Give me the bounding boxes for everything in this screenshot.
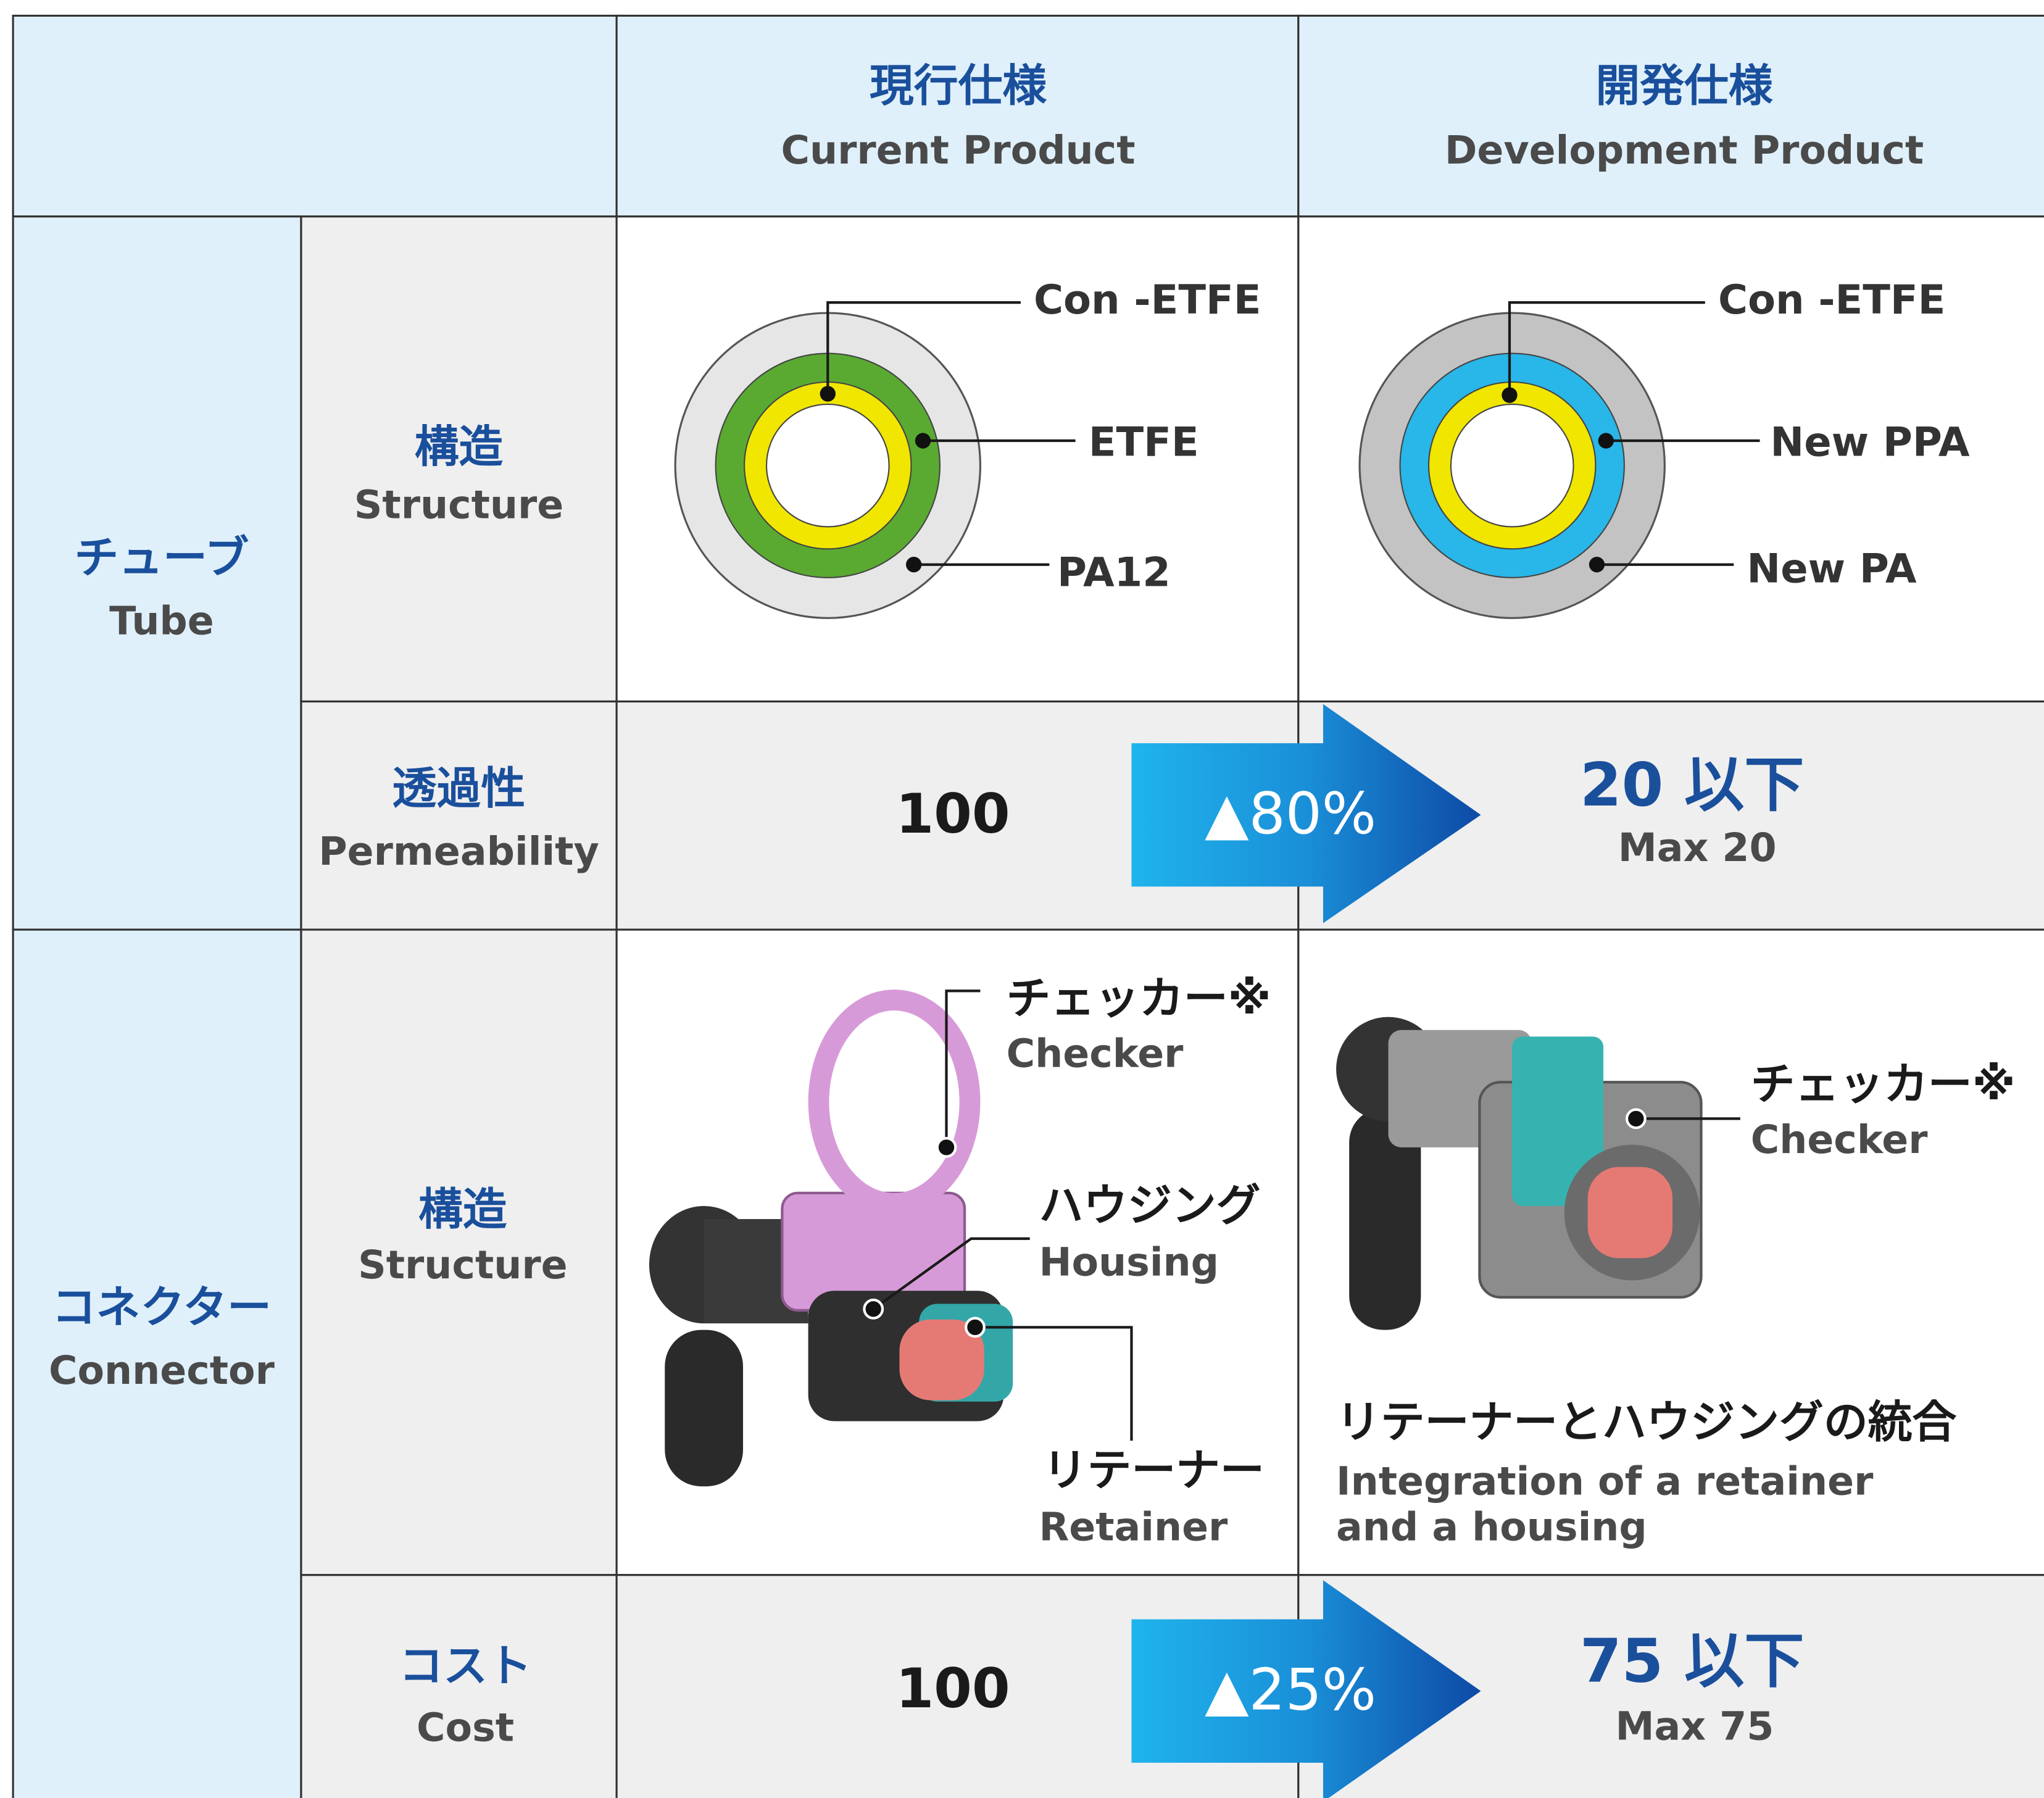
row-ja: 構造 (418, 1183, 507, 1235)
change-label: ▲25% (1205, 1656, 1376, 1723)
row-en: Structure (358, 1242, 567, 1288)
part-ja: チェッカー※ (1751, 1058, 2016, 1110)
row-en: Cost (417, 1705, 514, 1750)
part-ja: リテーナー (1043, 1444, 1265, 1496)
note-en: and a housing (1336, 1504, 1647, 1549)
dev-value-en: Max 75 (1615, 1704, 1774, 1749)
note-en: Integration of a retainer (1336, 1458, 1874, 1504)
row-en: Permeability (318, 828, 599, 874)
layer-label: PA12 (1057, 549, 1171, 596)
current-value: 100 (895, 782, 1010, 846)
table-grid (12, 14, 2044, 1798)
connector-illustration (649, 989, 1133, 1487)
part-en: Checker (1007, 1031, 1184, 1076)
header-en: Development Product (1445, 127, 1924, 173)
section-en: Connector (49, 1347, 275, 1393)
tube-cross-section (1358, 301, 1760, 619)
connector-illustration (1336, 1017, 1740, 1330)
layer-label: ETFE (1089, 418, 1199, 465)
row-ja: 透過性 (393, 762, 525, 814)
row-ja: コスト (399, 1639, 531, 1691)
part-ja: チェッカー※ (1007, 972, 1271, 1024)
dev-value-en: Max 20 (1618, 825, 1777, 870)
layer-label: New PA (1747, 545, 1916, 592)
note-ja: リテーナーとハウジングの統合 (1336, 1396, 1956, 1447)
change-arrow (1131, 1580, 1481, 1798)
section-ja: コネクター (52, 1281, 272, 1333)
header-ja: 開発仕様 (1595, 59, 1772, 111)
change-arrow (1131, 704, 1481, 923)
part-ja: ハウジング (1039, 1180, 1260, 1231)
section-ja: チューブ (74, 531, 249, 583)
current-value: 100 (895, 1657, 1010, 1720)
layer-label: New PPA (1770, 418, 1969, 465)
layer-label: Con -ETFE (1718, 277, 1945, 323)
row-en: Structure (354, 481, 563, 527)
part-en: Checker (1751, 1117, 1929, 1162)
dev-value: 20 以下 (1580, 750, 1804, 820)
row-ja: 構造 (415, 420, 504, 472)
header-en: Current Product (781, 127, 1135, 173)
part-en: Retainer (1039, 1504, 1228, 1549)
part-en: Housing (1039, 1239, 1219, 1285)
header-ja: 現行仕様 (870, 59, 1047, 111)
layer-label: Con -ETFE (1034, 277, 1261, 323)
change-label: ▲80% (1205, 780, 1376, 847)
tube-cross-section (674, 301, 1076, 619)
section-en: Tube (109, 597, 214, 643)
dev-value: 75 以下 (1580, 1626, 1804, 1696)
